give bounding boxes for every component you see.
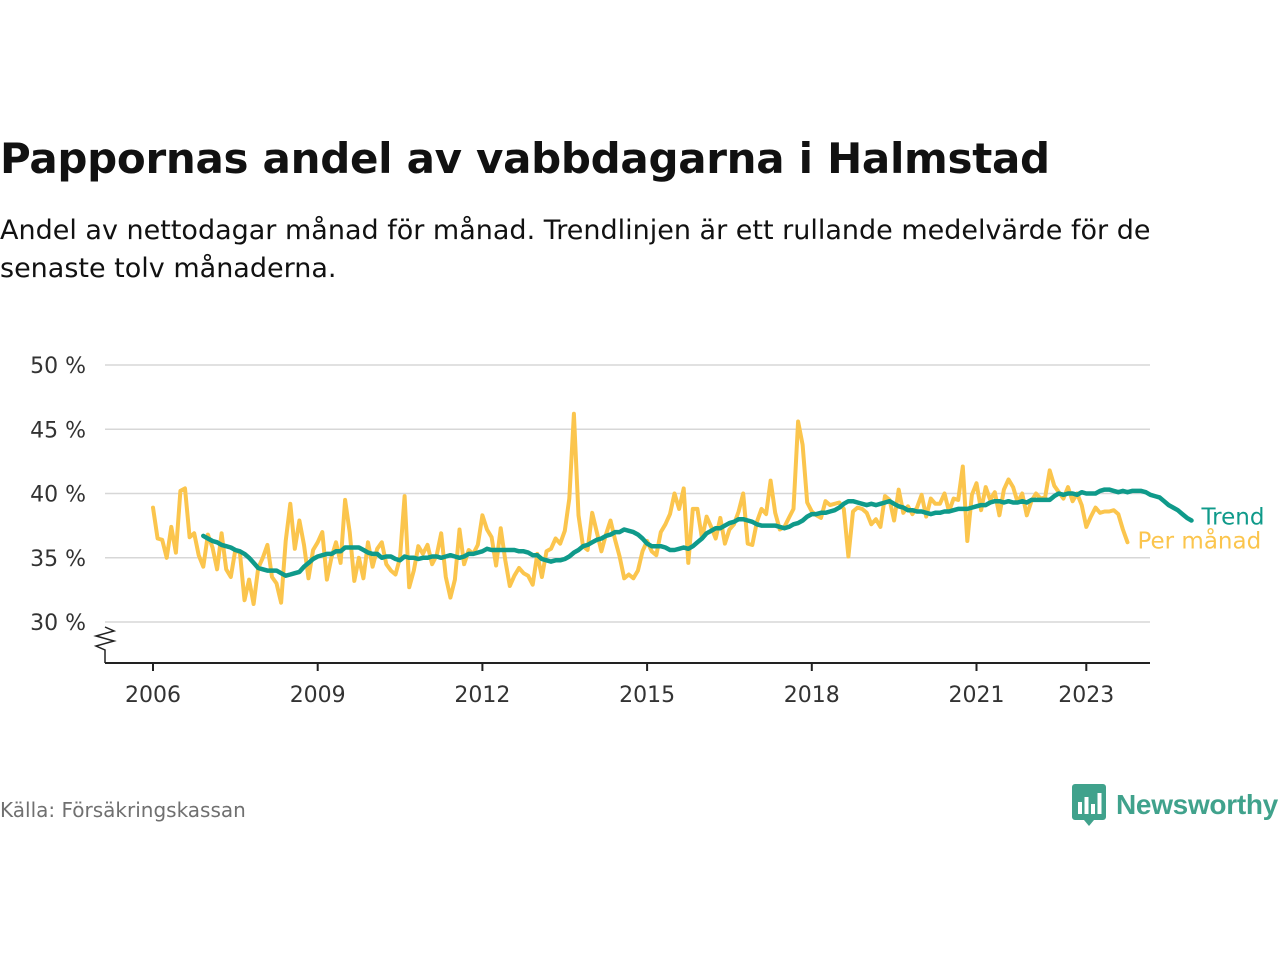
line-chart: 30 % 35 % 40 % 45 % 50 % 2006 2009 2012 2015 201… — [30, 354, 1264, 708]
series-lines — [151, 411, 1194, 606]
x-tick-label: 2023 — [1058, 683, 1114, 708]
y-tick-label: 35 % — [30, 547, 86, 572]
y-tick-label: 30 % — [30, 611, 86, 636]
y-tick-label: 40 % — [30, 483, 86, 508]
x-tick-label: 2015 — [619, 683, 675, 708]
x-tick-label: 2012 — [454, 683, 510, 708]
brand-logo[interactable]: Newsworthy — [1072, 784, 1278, 826]
x-tick-label: 2009 — [290, 683, 346, 708]
y-axis-ticks: 30 % 35 % 40 % 45 % 50 % — [30, 354, 86, 636]
grid-lines — [105, 364, 1150, 623]
legend-label-trend: Trend — [1201, 504, 1265, 530]
y-tick-label: 45 % — [30, 418, 86, 443]
trend-line — [201, 487, 1194, 578]
page-subtitle: Andel av nettodagar månad för månad. Tre… — [0, 215, 1151, 284]
y-axis-break-icon — [93, 626, 117, 663]
monthly-line — [151, 411, 1130, 606]
brand-name: Newsworthy — [1116, 789, 1278, 820]
source-note: Källa: Försäkringskassan — [0, 798, 246, 822]
x-tick-label: 2018 — [784, 683, 840, 708]
x-tick-label: 2006 — [125, 683, 181, 708]
x-axis-ticks: 2006 2009 2012 2015 2018 2021 2023 — [125, 663, 1114, 708]
legend-label-monthly: Per månad — [1137, 526, 1261, 554]
newsworthy-logo-icon — [1072, 784, 1106, 826]
x-axis — [93, 626, 1150, 664]
page-title: Pappornas andel av vabbdagarna i Halmsta… — [0, 134, 1050, 183]
y-tick-label: 50 % — [30, 354, 86, 379]
x-tick-label: 2021 — [949, 683, 1005, 708]
